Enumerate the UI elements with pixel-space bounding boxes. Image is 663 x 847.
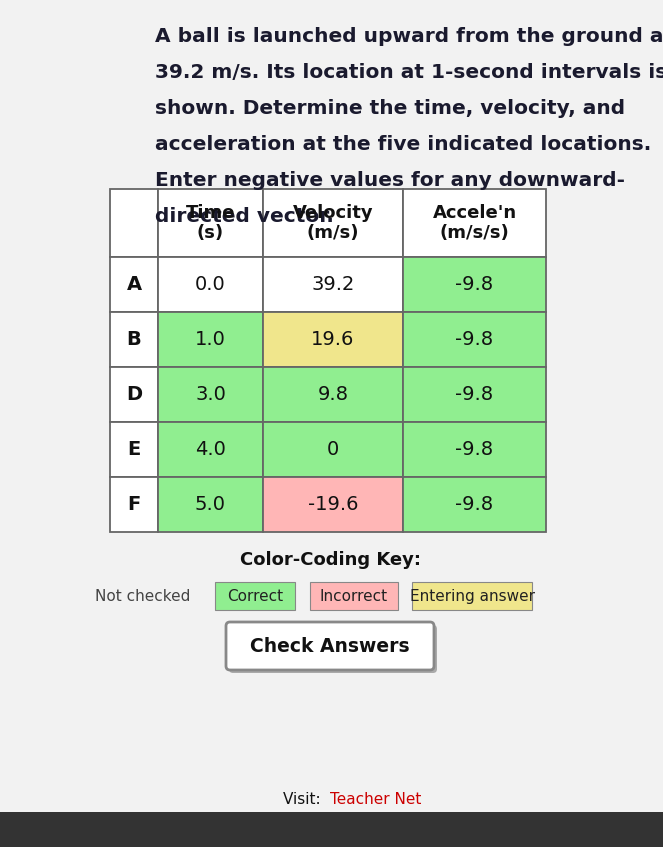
Text: D: D <box>126 385 142 404</box>
Text: Enter negative values for any downward-: Enter negative values for any downward- <box>155 171 625 190</box>
Text: Teacher Net: Teacher Net <box>330 791 422 806</box>
FancyBboxPatch shape <box>229 625 437 673</box>
FancyBboxPatch shape <box>110 477 158 532</box>
Text: 5.0: 5.0 <box>195 495 226 514</box>
Text: 0.0: 0.0 <box>195 275 226 294</box>
FancyBboxPatch shape <box>110 257 158 312</box>
FancyBboxPatch shape <box>0 0 663 817</box>
Text: 19.6: 19.6 <box>312 330 355 349</box>
FancyBboxPatch shape <box>158 312 263 367</box>
Text: -9.8: -9.8 <box>455 440 493 459</box>
Text: -9.8: -9.8 <box>455 330 493 349</box>
FancyBboxPatch shape <box>263 189 403 257</box>
Text: 4.0: 4.0 <box>195 440 226 459</box>
FancyBboxPatch shape <box>403 477 546 532</box>
Text: 0: 0 <box>327 440 339 459</box>
FancyBboxPatch shape <box>263 257 403 312</box>
Text: Not checked: Not checked <box>95 589 190 604</box>
Text: Check Answers: Check Answers <box>250 636 410 656</box>
Text: 39.2 m/s. Its location at 1-second intervals is: 39.2 m/s. Its location at 1-second inter… <box>155 63 663 82</box>
Text: Correct: Correct <box>227 589 283 604</box>
FancyBboxPatch shape <box>263 477 403 532</box>
Text: Entering answer: Entering answer <box>410 589 534 604</box>
FancyBboxPatch shape <box>403 257 546 312</box>
FancyBboxPatch shape <box>226 622 434 670</box>
Text: 3.0: 3.0 <box>195 385 226 404</box>
Text: Incorrect: Incorrect <box>320 589 388 604</box>
Text: -9.8: -9.8 <box>455 275 493 294</box>
FancyBboxPatch shape <box>215 582 295 610</box>
FancyBboxPatch shape <box>158 477 263 532</box>
FancyBboxPatch shape <box>110 367 158 422</box>
Text: A ball is launched upward from the ground at: A ball is launched upward from the groun… <box>155 27 663 46</box>
FancyBboxPatch shape <box>403 367 546 422</box>
FancyBboxPatch shape <box>263 312 403 367</box>
FancyBboxPatch shape <box>158 257 263 312</box>
Text: 1.0: 1.0 <box>195 330 226 349</box>
FancyBboxPatch shape <box>110 422 158 477</box>
FancyBboxPatch shape <box>403 312 546 367</box>
FancyBboxPatch shape <box>158 367 263 422</box>
Text: -19.6: -19.6 <box>308 495 358 514</box>
FancyBboxPatch shape <box>263 422 403 477</box>
Text: 9.8: 9.8 <box>318 385 349 404</box>
FancyBboxPatch shape <box>403 422 546 477</box>
Text: Time
(s): Time (s) <box>186 203 235 242</box>
Text: Velocity
(m/s): Velocity (m/s) <box>292 203 373 242</box>
FancyBboxPatch shape <box>310 582 398 610</box>
Text: Color-Coding Key:: Color-Coding Key: <box>239 551 420 569</box>
FancyBboxPatch shape <box>412 582 532 610</box>
Text: 39.2: 39.2 <box>312 275 355 294</box>
Text: -9.8: -9.8 <box>455 385 493 404</box>
Text: A: A <box>127 275 142 294</box>
FancyBboxPatch shape <box>158 189 263 257</box>
FancyBboxPatch shape <box>110 312 158 367</box>
Text: E: E <box>127 440 141 459</box>
Text: -9.8: -9.8 <box>455 495 493 514</box>
Text: B: B <box>127 330 141 349</box>
FancyBboxPatch shape <box>263 367 403 422</box>
Text: Accele'n
(m/s/s): Accele'n (m/s/s) <box>432 203 516 242</box>
FancyBboxPatch shape <box>403 189 546 257</box>
Text: directed vector.: directed vector. <box>155 207 334 226</box>
FancyBboxPatch shape <box>0 812 663 847</box>
Text: shown. Determine the time, velocity, and: shown. Determine the time, velocity, and <box>155 99 625 118</box>
Text: F: F <box>127 495 141 514</box>
Text: acceleration at the five indicated locations.: acceleration at the five indicated locat… <box>155 135 651 154</box>
Text: Visit:: Visit: <box>282 791 330 806</box>
FancyBboxPatch shape <box>110 189 158 257</box>
FancyBboxPatch shape <box>158 422 263 477</box>
